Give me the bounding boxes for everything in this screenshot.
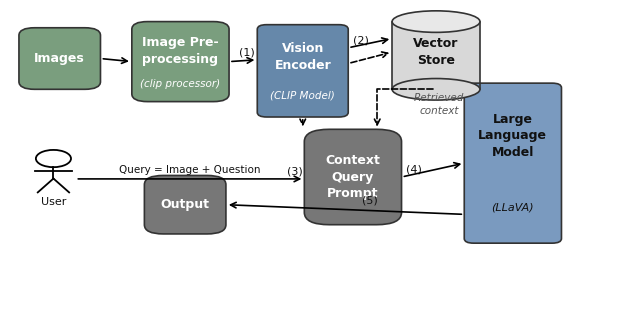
Text: (4): (4) bbox=[406, 164, 422, 174]
FancyBboxPatch shape bbox=[132, 22, 229, 102]
FancyBboxPatch shape bbox=[19, 28, 100, 89]
Text: Query = Image + Question: Query = Image + Question bbox=[119, 165, 260, 175]
Text: (2): (2) bbox=[353, 35, 369, 45]
FancyBboxPatch shape bbox=[305, 129, 401, 225]
Text: Image Pre-
processing: Image Pre- processing bbox=[142, 36, 219, 66]
Text: Images: Images bbox=[35, 52, 85, 65]
Text: (LLaVA): (LLaVA) bbox=[492, 203, 534, 213]
Text: Large
Language
Model: Large Language Model bbox=[478, 113, 547, 159]
FancyBboxPatch shape bbox=[257, 25, 348, 117]
Text: Context
Query
Prompt: Context Query Prompt bbox=[326, 154, 380, 200]
FancyBboxPatch shape bbox=[145, 176, 226, 234]
Text: User: User bbox=[41, 197, 66, 207]
Ellipse shape bbox=[392, 78, 480, 100]
Text: Vector
Store: Vector Store bbox=[413, 37, 459, 67]
Text: (5): (5) bbox=[362, 195, 378, 205]
Text: (1): (1) bbox=[239, 47, 255, 57]
Text: Output: Output bbox=[161, 198, 210, 211]
Text: Retrieved
context: Retrieved context bbox=[414, 93, 465, 116]
FancyBboxPatch shape bbox=[464, 83, 561, 243]
Text: (clip processor): (clip processor) bbox=[140, 79, 221, 89]
Text: Vision
Encoder: Vision Encoder bbox=[275, 42, 331, 72]
Ellipse shape bbox=[392, 11, 480, 32]
Text: (CLIP Model): (CLIP Model) bbox=[270, 91, 335, 101]
Text: (3): (3) bbox=[287, 166, 303, 176]
Bar bbox=[392, 22, 480, 89]
